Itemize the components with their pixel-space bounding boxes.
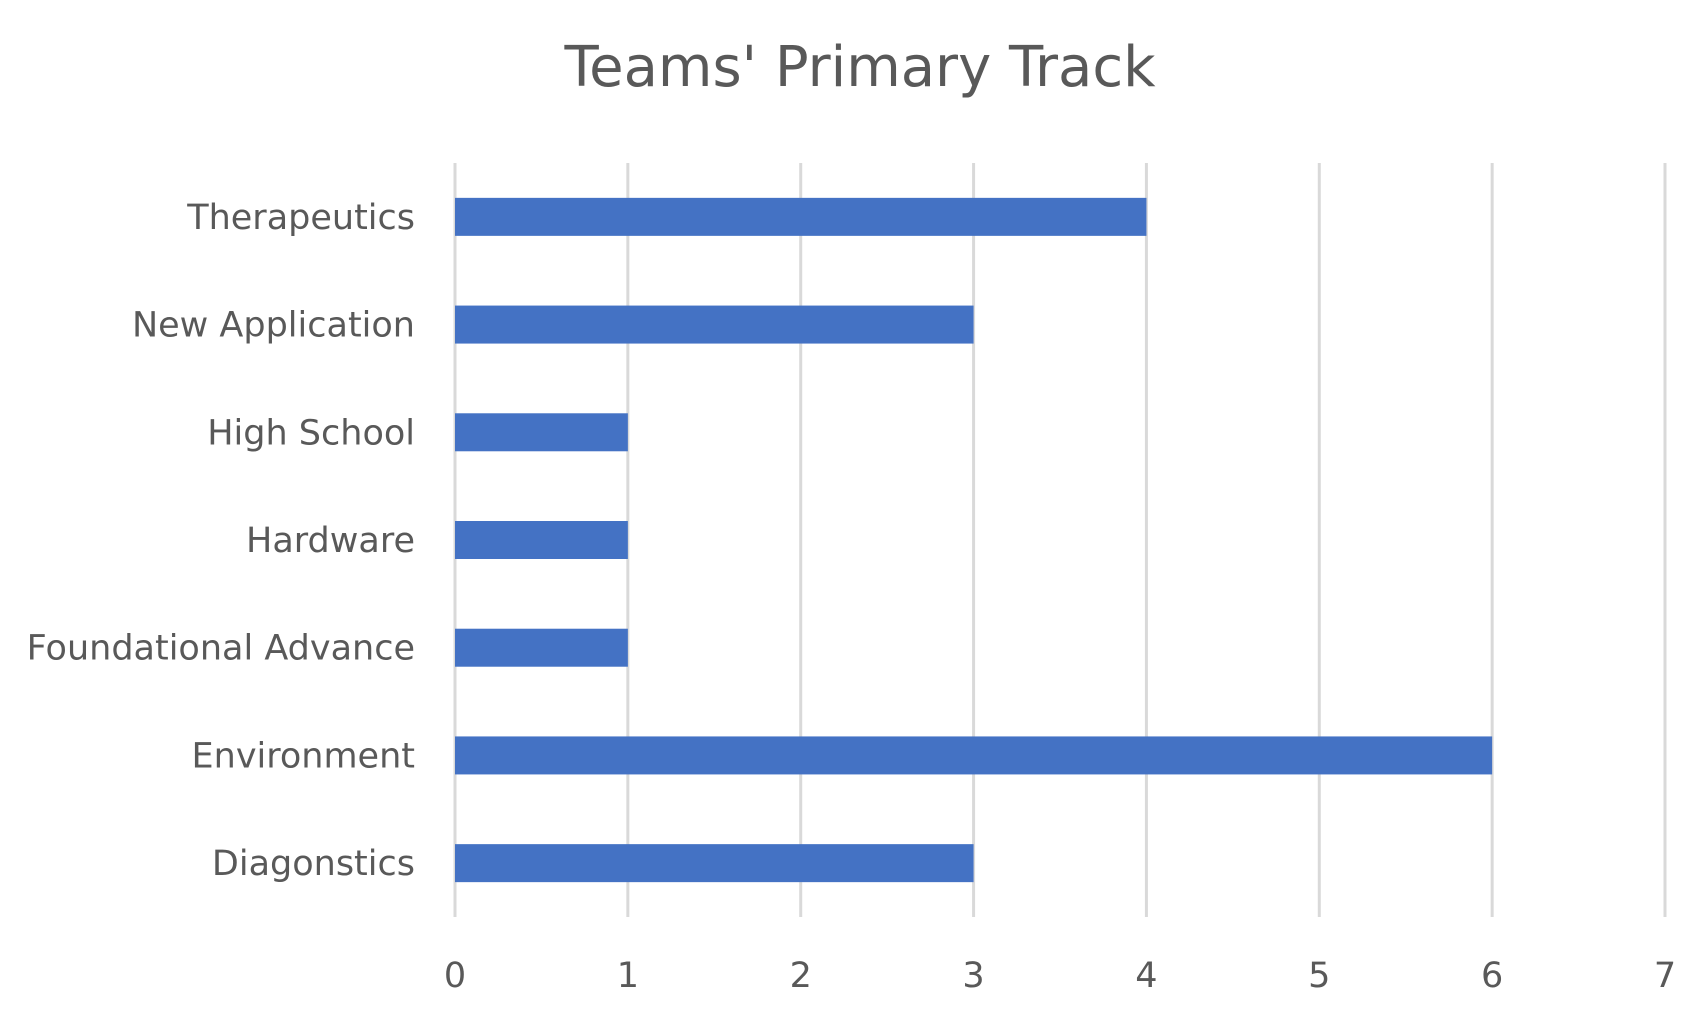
x-tick-label: 0 [444,956,466,996]
x-tick-label: 6 [1481,956,1503,996]
category-labels: Therapeutics New Application High School Ha… [27,198,415,884]
bars [455,197,1493,883]
x-tick-label: 7 [1654,956,1676,996]
x-tick-label: 4 [1135,956,1157,996]
category-label: Diagonstics [212,844,415,884]
bar-diagonstics [455,844,974,883]
x-tick-label: 1 [617,956,639,996]
x-tick-label: 3 [962,956,984,996]
bar-new-application [455,305,974,344]
bar-foundational-advance [455,628,628,667]
bar-environment [455,736,1493,775]
bar-high-school [455,413,628,452]
x-tick-labels: 0 1 2 3 4 5 6 7 [444,956,1676,996]
bar-hardware [455,521,628,559]
category-label: Hardware [246,521,415,561]
chart-title: Teams' Primary Track [563,35,1156,100]
category-label: New Application [132,306,415,346]
x-tick-label: 2 [790,956,812,996]
category-label: Environment [192,736,415,776]
x-tick-label: 5 [1308,956,1330,996]
category-label: High School [207,413,415,453]
category-label: Therapeutics [186,198,415,238]
gridlines [453,163,1667,917]
bar-therapeutics [455,197,1147,236]
category-label: Foundational Advance [27,629,415,669]
